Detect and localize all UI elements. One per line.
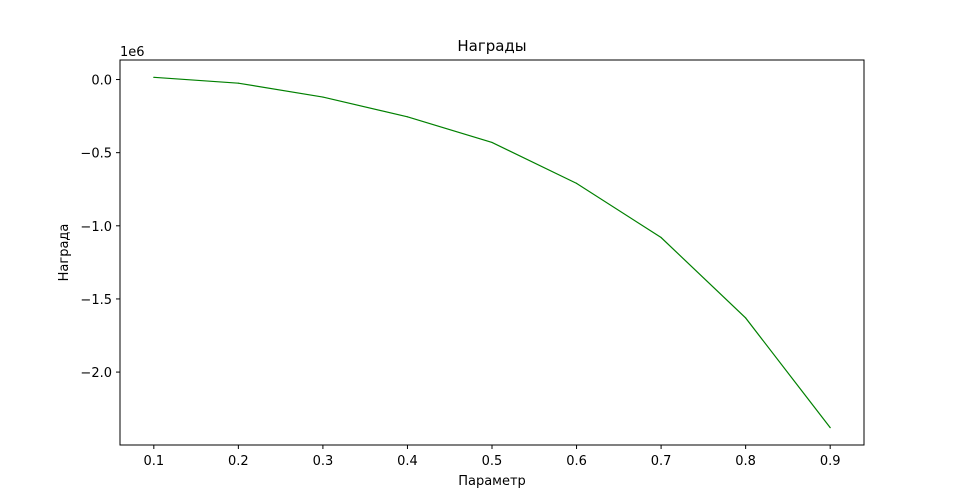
chart-title: Награды bbox=[457, 37, 526, 55]
x-tick-label: 0.9 bbox=[820, 454, 841, 469]
x-tick-label: 0.5 bbox=[482, 454, 503, 469]
data-point bbox=[745, 317, 747, 319]
data-point bbox=[575, 182, 578, 184]
y-tick-label: 0.0 bbox=[91, 74, 112, 89]
data-point bbox=[322, 96, 324, 98]
y-tick-label: −0.5 bbox=[80, 147, 112, 162]
y-tick-label: −1.5 bbox=[80, 293, 112, 308]
y-tick-label: −1.0 bbox=[80, 220, 112, 235]
data-point bbox=[491, 141, 493, 144]
x-tick-label: 0.4 bbox=[397, 454, 418, 469]
y-tick-label: −2.0 bbox=[80, 366, 112, 381]
x-tick-label: 0.6 bbox=[566, 454, 587, 469]
ticks-layer: 0.1 0.2 0.3 0.4 0.5 0.6 0.7 0.8 0.9 0.0 −0.5 −1.0 −1… bbox=[80, 74, 840, 469]
plot-area-frame bbox=[119, 59, 865, 446]
data-point bbox=[153, 76, 155, 78]
series-layer bbox=[153, 76, 831, 429]
x-axis-label: Параметр bbox=[458, 474, 526, 489]
y-axis-scale-label: 1e6 bbox=[120, 45, 145, 60]
x-tick-label: 0.2 bbox=[228, 454, 249, 469]
x-tick-label: 0.1 bbox=[143, 454, 164, 469]
data-point bbox=[237, 82, 239, 84]
x-tick-label: 0.3 bbox=[313, 454, 334, 469]
x-tick-label: 0.7 bbox=[651, 454, 672, 469]
x-tick-label: 0.8 bbox=[735, 454, 756, 469]
data-point bbox=[406, 116, 409, 118]
y-axis-label: Награда bbox=[57, 224, 72, 282]
data-point bbox=[660, 236, 662, 239]
data-point bbox=[829, 427, 831, 429]
